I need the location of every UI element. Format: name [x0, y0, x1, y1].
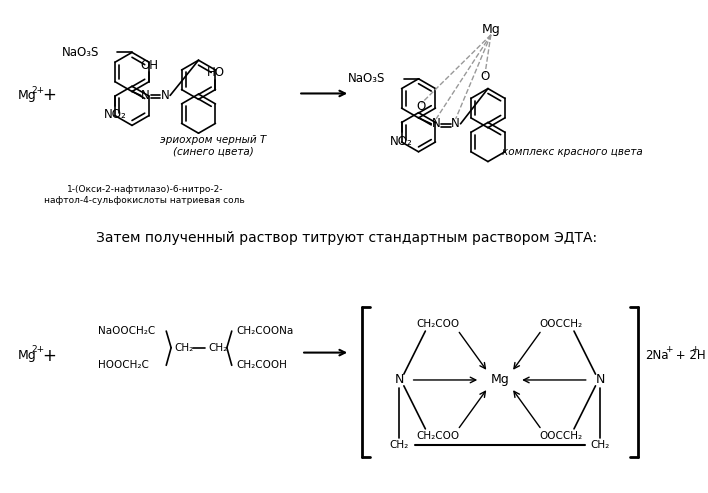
Text: OOCCH₂: OOCCH₂ — [539, 431, 583, 441]
Text: нафтол-4-сульфокислоты натриевая соль: нафтол-4-сульфокислоты натриевая соль — [45, 196, 245, 205]
Text: + 2H: + 2H — [672, 349, 705, 362]
Text: CH₂COONa: CH₂COONa — [236, 326, 294, 336]
Text: CH₂COO: CH₂COO — [416, 319, 459, 329]
Text: Mg: Mg — [18, 349, 36, 362]
Text: +: + — [42, 86, 56, 105]
Text: NaOOCH₂C: NaOOCH₂C — [98, 326, 155, 336]
Text: +: + — [42, 347, 56, 364]
Text: CH₂COO: CH₂COO — [416, 431, 459, 441]
Text: (синего цвета): (синего цвета) — [173, 146, 253, 156]
Text: +: + — [665, 345, 673, 354]
Text: CH₂: CH₂ — [590, 440, 610, 451]
Text: N: N — [432, 117, 440, 130]
Text: Затем полученный раствор титруют стандартным раствором ЭДТА:: Затем полученный раствор титруют стандар… — [96, 231, 597, 245]
Text: N: N — [394, 374, 404, 387]
Text: CH₂: CH₂ — [389, 440, 409, 451]
Text: CH₂COOH: CH₂COOH — [236, 360, 287, 370]
Text: CH₂: CH₂ — [208, 343, 228, 352]
Text: NO₂: NO₂ — [103, 108, 127, 121]
Text: 2+: 2+ — [31, 86, 45, 95]
Text: N: N — [595, 374, 605, 387]
Text: NaO₃S: NaO₃S — [62, 46, 98, 59]
Text: O: O — [417, 100, 426, 113]
Text: N: N — [142, 89, 150, 102]
Text: CH₂: CH₂ — [174, 343, 193, 352]
Text: N: N — [161, 89, 170, 102]
Text: NaO₃S: NaO₃S — [348, 72, 385, 85]
Text: O: O — [481, 70, 490, 83]
Text: OOCCH₂: OOCCH₂ — [539, 319, 583, 329]
Text: HO: HO — [207, 67, 224, 79]
Text: Mg: Mg — [18, 89, 36, 102]
Text: OH: OH — [140, 59, 158, 71]
Text: Mg: Mg — [491, 374, 509, 387]
Text: N: N — [451, 117, 460, 130]
Text: 2+: 2+ — [31, 345, 45, 354]
Text: Mg: Mg — [481, 23, 501, 36]
Text: 1-(Окси-2-нафтилазо)-6-нитро-2-: 1-(Окси-2-нафтилазо)-6-нитро-2- — [67, 185, 223, 194]
Text: 2Na: 2Na — [646, 349, 669, 362]
Text: HOOCH₂C: HOOCH₂C — [98, 360, 149, 370]
Text: +: + — [691, 345, 699, 354]
Text: NO₂: NO₂ — [390, 135, 413, 147]
Text: эриохром черный T: эриохром черный T — [160, 136, 266, 145]
Text: комплекс красного цвета: комплекс красного цвета — [502, 147, 642, 157]
